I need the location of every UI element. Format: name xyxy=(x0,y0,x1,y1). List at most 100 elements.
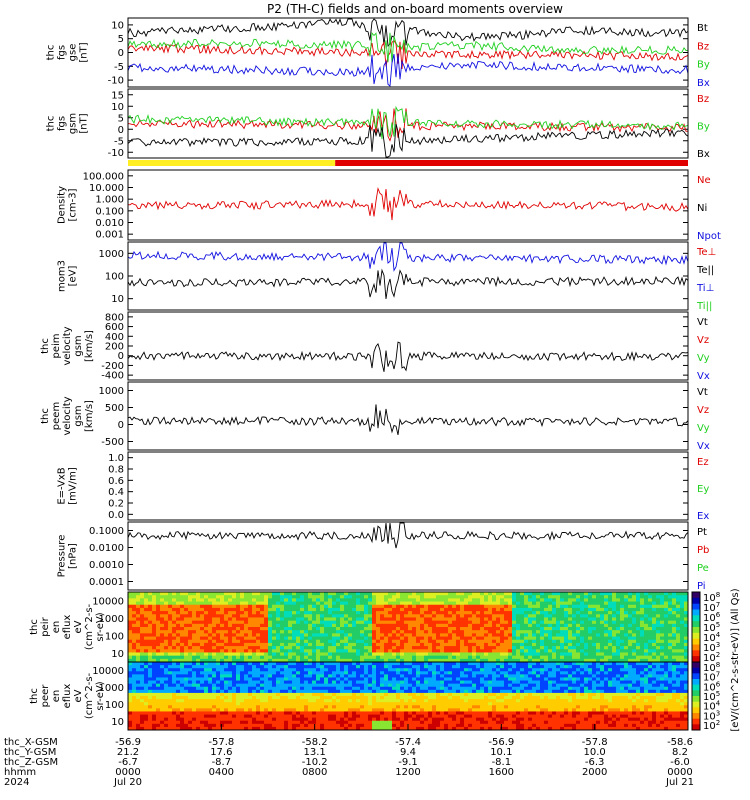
heatmap-cell xyxy=(260,711,265,715)
heatmap-cell xyxy=(612,623,617,628)
heatmap-cell xyxy=(292,601,297,606)
heatmap-cell xyxy=(356,674,361,678)
heatmap-cell xyxy=(652,604,657,609)
heatmap-cell xyxy=(220,662,225,666)
heatmap-cell xyxy=(680,620,685,625)
heatmap-cell xyxy=(348,705,353,709)
heatmap-cell xyxy=(320,617,325,622)
heatmap-cell xyxy=(372,671,377,675)
heatmap-cell xyxy=(280,623,285,628)
heatmap-cell xyxy=(324,652,329,657)
heatmap-cell xyxy=(560,598,565,602)
heatmap-cell xyxy=(372,702,377,706)
heatmap-cell xyxy=(176,671,181,675)
heatmap-cell xyxy=(284,620,289,625)
heatmap-cell xyxy=(252,665,257,669)
heatmap-cell xyxy=(220,601,225,606)
heatmap-cell xyxy=(472,639,477,644)
heatmap-cell xyxy=(192,714,197,719)
heatmap-cell xyxy=(584,630,589,634)
heatmap-cell xyxy=(508,652,513,657)
heatmap-cell xyxy=(580,611,585,615)
heatmap-cell xyxy=(440,633,445,637)
heatmap-cell xyxy=(304,607,309,612)
heatmap-cell xyxy=(264,646,269,650)
heatmap-cell xyxy=(340,723,345,728)
heatmap-cell xyxy=(308,601,313,606)
heatmap-cell xyxy=(268,677,273,681)
heatmap-cell xyxy=(624,601,629,606)
heatmap-cell xyxy=(204,655,209,660)
heatmap-cell xyxy=(328,680,333,685)
heatmap-cell xyxy=(636,646,641,650)
heatmap-cell xyxy=(364,674,369,678)
heatmap-cell xyxy=(348,655,353,660)
heatmap-cell xyxy=(208,726,213,731)
heatmap-cell xyxy=(288,655,293,660)
heatmap-cell xyxy=(248,686,253,691)
heatmap-cell xyxy=(588,623,593,628)
heatmap-cell xyxy=(608,598,613,602)
heatmap-cell xyxy=(676,627,681,631)
heatmap-cell xyxy=(156,639,161,644)
heatmap-cell xyxy=(412,677,417,681)
heatmap-cell xyxy=(508,620,513,625)
heatmap-cell xyxy=(244,601,249,606)
heatmap-cell xyxy=(572,598,577,602)
heatmap-cell xyxy=(284,642,289,647)
heatmap-cell xyxy=(152,674,157,678)
heatmap-cell xyxy=(128,623,133,628)
heatmap-cell xyxy=(584,617,589,622)
heatmap-cell xyxy=(200,658,205,663)
heatmap-cell xyxy=(272,668,277,672)
heatmap-cell xyxy=(504,598,509,602)
heatmap-cell xyxy=(668,658,673,663)
legend-entry: Vt xyxy=(697,387,708,398)
heatmap-cell xyxy=(344,636,349,641)
heatmap-cell xyxy=(456,623,461,628)
heatmap-cell xyxy=(608,592,613,596)
heatmap-cell xyxy=(424,683,429,688)
heatmap-cell xyxy=(164,655,169,660)
heatmap-cell xyxy=(368,711,373,715)
heatmap-cell xyxy=(340,711,345,715)
heatmap-cell xyxy=(396,683,401,688)
heatmap-cell xyxy=(212,655,217,660)
heatmap-cell xyxy=(608,620,613,625)
heatmap-cell xyxy=(360,696,365,700)
heatmap-cell xyxy=(192,702,197,706)
heatmap-cell xyxy=(528,658,533,663)
y-axis-label: gsm xyxy=(73,335,84,356)
heatmap-cell xyxy=(264,668,269,672)
heatmap-cell xyxy=(268,723,273,728)
heatmap-cell xyxy=(504,627,509,631)
heatmap-cell xyxy=(228,646,233,650)
heatmap-cell xyxy=(656,595,661,599)
heatmap-cell xyxy=(568,595,573,599)
heatmap-cell xyxy=(212,717,217,722)
heatmap-cell xyxy=(300,680,305,685)
heatmap-cell xyxy=(276,692,281,697)
heatmap-cell xyxy=(648,617,653,622)
heatmap-cell xyxy=(168,623,173,628)
heatmap-cell xyxy=(232,720,237,725)
heatmap-cell xyxy=(204,692,209,697)
heatmap-cell xyxy=(208,677,213,681)
heatmap-cell xyxy=(128,592,133,596)
heatmap-cell xyxy=(176,607,181,612)
heatmap-cell xyxy=(400,671,405,675)
heatmap-cell xyxy=(336,689,341,694)
heatmap-cell xyxy=(552,614,557,618)
heatmap-cell xyxy=(672,646,677,650)
heatmap-cell xyxy=(236,655,241,660)
heatmap-cell xyxy=(332,665,337,669)
heatmap-cell xyxy=(388,689,393,694)
heatmap-cell xyxy=(588,620,593,625)
heatmap-cell xyxy=(360,636,365,641)
heatmap-cell xyxy=(128,630,133,634)
heatmap-cell xyxy=(204,649,209,653)
heatmap-cell xyxy=(424,702,429,706)
heatmap-cell xyxy=(428,604,433,609)
heatmap-cell xyxy=(228,633,233,637)
heatmap-cell xyxy=(296,636,301,641)
